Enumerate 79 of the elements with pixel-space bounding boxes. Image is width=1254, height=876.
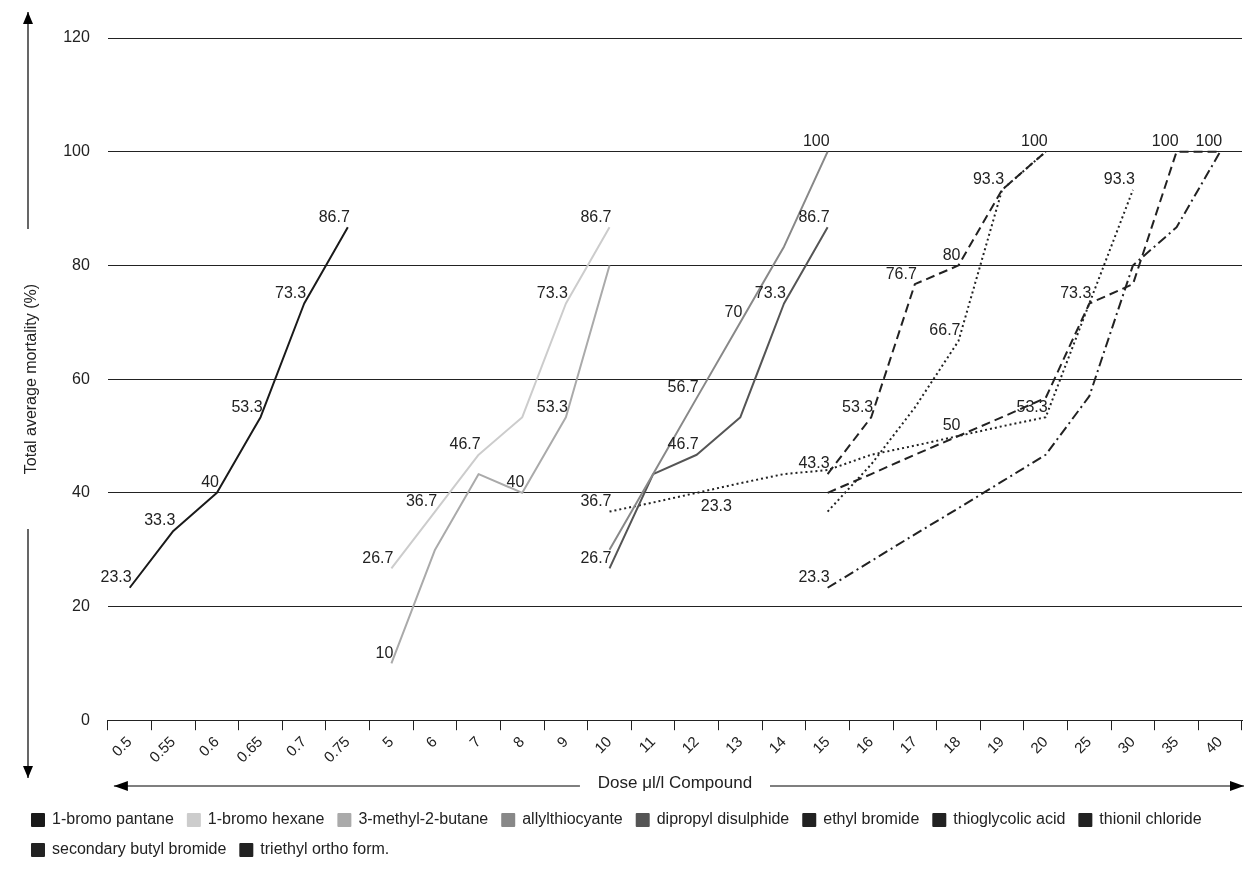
x-tick-label: 40 bbox=[1201, 732, 1226, 757]
data-label: 26.7 bbox=[362, 548, 394, 566]
legend-label: triethyl ortho form. bbox=[260, 840, 390, 858]
x-tick-label: 0.5 bbox=[107, 732, 135, 760]
x-tick-label: 9 bbox=[553, 732, 571, 751]
y-tick-label: 100 bbox=[63, 142, 90, 160]
legend-label: allylthiocyante bbox=[522, 810, 623, 828]
x-tick-label: 0.7 bbox=[282, 732, 310, 760]
data-label: 100 bbox=[802, 132, 830, 150]
x-tick-label: 13 bbox=[721, 732, 746, 757]
data-label: 33.3 bbox=[144, 511, 176, 529]
legend-label: thioglycolic acid bbox=[953, 810, 1066, 828]
x-tick-label: 25 bbox=[1070, 732, 1095, 757]
data-label: 93.3 bbox=[1103, 170, 1136, 188]
data-label: 73.3 bbox=[754, 283, 787, 301]
data-label: 53.3 bbox=[231, 397, 263, 415]
y-axis-title: Total average mortality (%) bbox=[22, 283, 40, 475]
x-tick-label: 18 bbox=[939, 732, 964, 757]
data-label: 23.3 bbox=[100, 568, 132, 586]
legend-label: thionil chloride bbox=[1099, 810, 1202, 828]
data-label: 66.7 bbox=[929, 321, 961, 339]
data-label: 100 bbox=[1151, 132, 1179, 150]
data-label: 36.7 bbox=[405, 491, 438, 509]
data-label: 86.7 bbox=[318, 207, 350, 225]
x-tick-label: 10 bbox=[590, 732, 615, 757]
x-tick-label: 6 bbox=[422, 732, 441, 751]
x-tick-label: 30 bbox=[1114, 732, 1138, 757]
data-label: 40 bbox=[201, 473, 220, 491]
data-label: 46.7 bbox=[667, 435, 699, 453]
x-tick-label: 17 bbox=[896, 732, 920, 757]
data-label: 10 bbox=[375, 643, 394, 661]
data-label: 93.3 bbox=[972, 170, 1005, 188]
data-label: 86.7 bbox=[580, 207, 612, 225]
legend-label: 1-bromo hexane bbox=[207, 810, 325, 828]
data-label: 23.3 bbox=[798, 568, 830, 586]
x-tick-label: 15 bbox=[808, 732, 833, 757]
x-tick-label: 7 bbox=[465, 732, 484, 751]
data-label: 36.7 bbox=[580, 491, 612, 509]
y-tick-label: 60 bbox=[72, 369, 90, 387]
data-label: 56.7 bbox=[667, 378, 699, 396]
data-label: 53.3 bbox=[536, 397, 568, 415]
data-label: 100 bbox=[1195, 132, 1223, 150]
x-tick-label: 0.6 bbox=[195, 732, 222, 760]
x-tick-label: 20 bbox=[1026, 732, 1051, 757]
y-tick-label: 120 bbox=[63, 28, 90, 46]
x-tick-label: 11 bbox=[635, 732, 659, 756]
x-tick-label: 5 bbox=[378, 732, 397, 751]
x-tick-label: 8 bbox=[509, 732, 528, 751]
x-axis-title: Dose μl/l Compound bbox=[597, 773, 753, 793]
data-label: 53.3 bbox=[1016, 397, 1048, 415]
legend-label: dipropyl disulphide bbox=[656, 810, 790, 828]
y-tick-label: 40 bbox=[72, 483, 90, 501]
data-label: 43.3 bbox=[798, 454, 830, 472]
data-label: 100 bbox=[1021, 132, 1048, 150]
data-label: 73.3 bbox=[275, 283, 307, 301]
y-tick-label: 0 bbox=[80, 710, 90, 728]
data-label: 73.3 bbox=[536, 283, 568, 301]
data-label: 70 bbox=[724, 302, 743, 320]
legend-label: ethyl bromide bbox=[823, 810, 920, 828]
x-tick-label: 19 bbox=[983, 732, 1008, 757]
data-label: 46.7 bbox=[449, 435, 481, 453]
data-label: 73.3 bbox=[1060, 283, 1092, 301]
legend-label: 3-methyl-2-butane bbox=[358, 810, 489, 828]
data-label: 50 bbox=[942, 416, 961, 434]
data-label: 86.7 bbox=[798, 207, 830, 225]
y-tick-label: 20 bbox=[72, 596, 90, 614]
x-tick-label: 12 bbox=[677, 732, 702, 757]
y-tick-label: 80 bbox=[72, 255, 90, 273]
legend-label: 1-bromo pantane bbox=[52, 810, 174, 828]
x-tick-label: 35 bbox=[1157, 732, 1182, 757]
data-label: 53.3 bbox=[842, 397, 874, 415]
annotation: 23.3 bbox=[700, 497, 732, 515]
data-label: 26.7 bbox=[580, 548, 612, 566]
data-label: 80 bbox=[942, 245, 961, 263]
x-tick-label: 16 bbox=[852, 732, 877, 757]
x-tick-label: 14 bbox=[765, 732, 790, 757]
legend-label: secondary butyl bromide bbox=[52, 840, 227, 858]
data-label: 40 bbox=[506, 473, 525, 491]
data-label: 76.7 bbox=[885, 264, 917, 282]
